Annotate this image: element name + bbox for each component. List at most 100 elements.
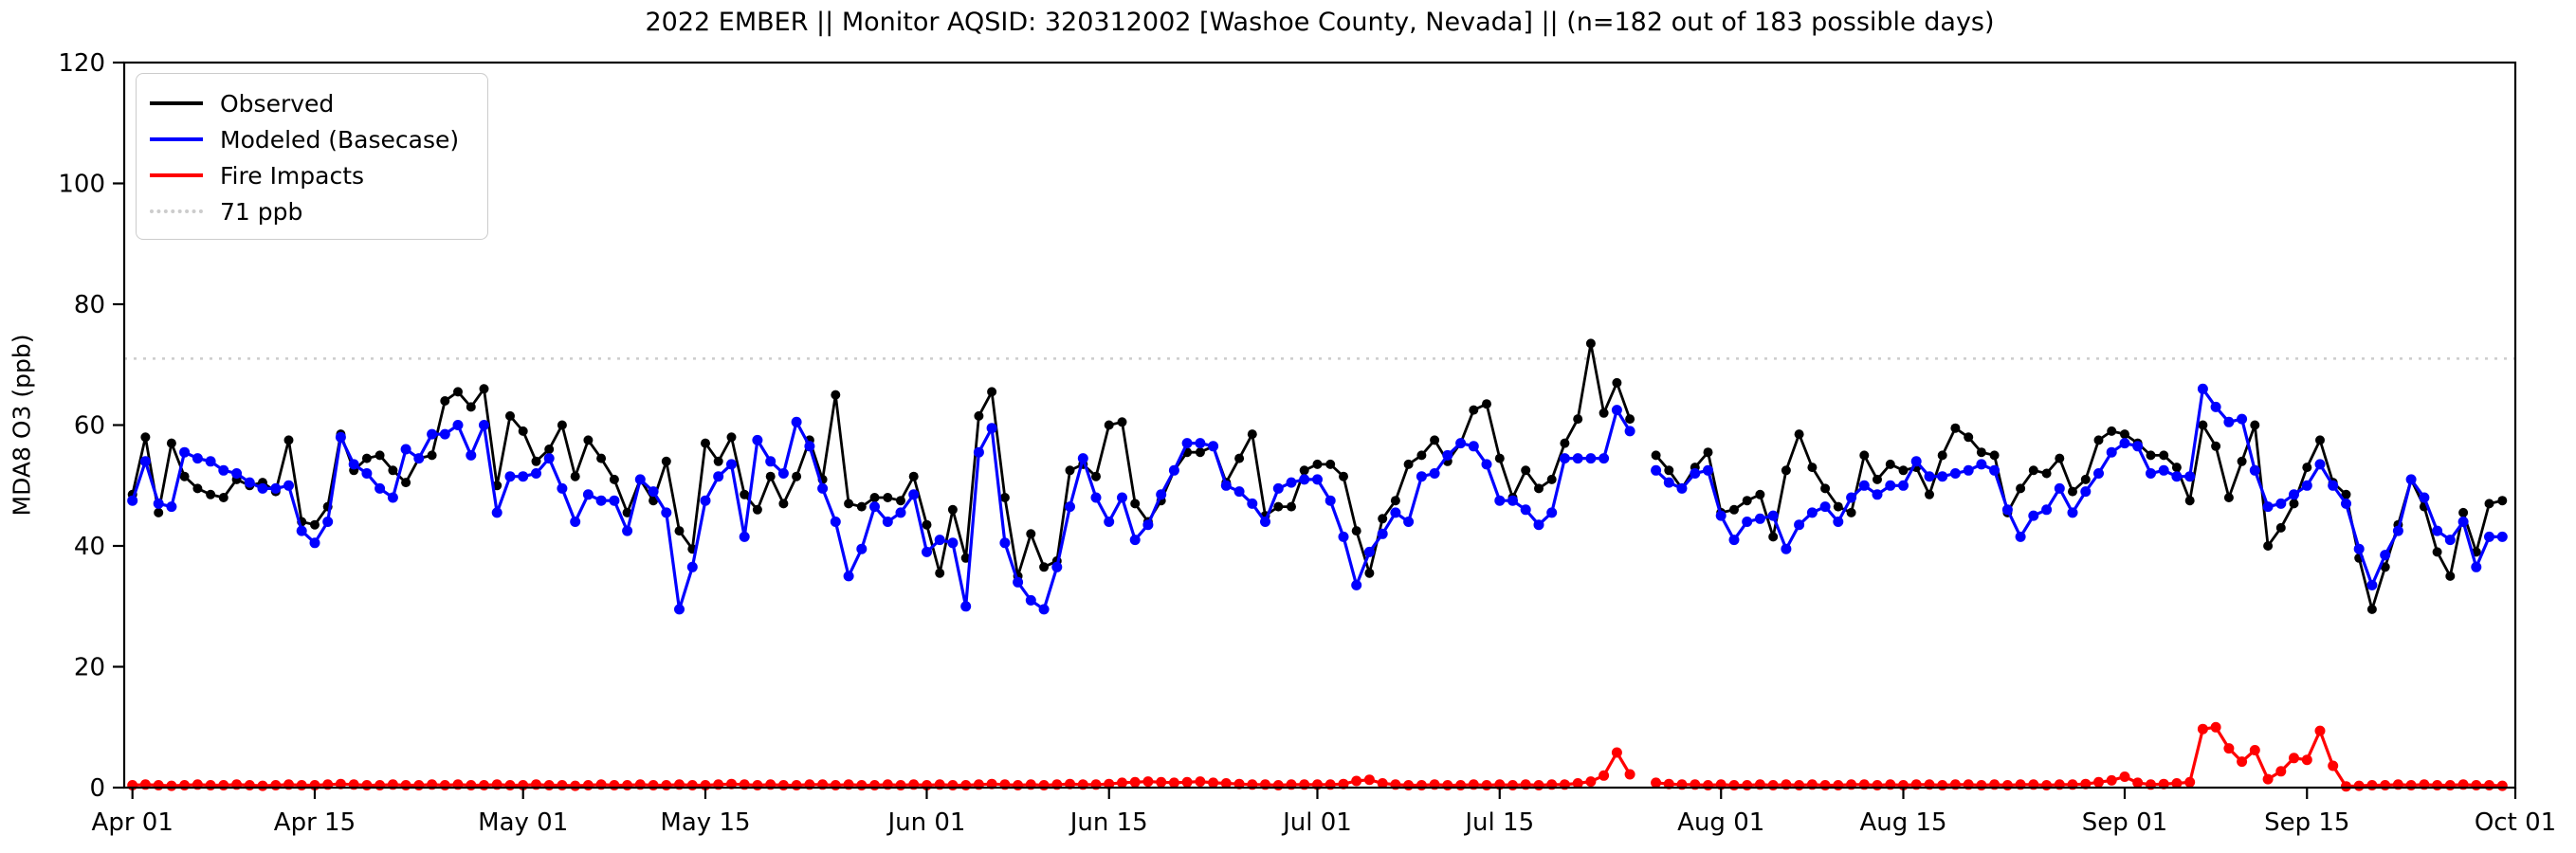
data-point xyxy=(582,780,594,790)
data-point xyxy=(1819,501,1831,513)
data-point xyxy=(244,477,255,488)
data-point xyxy=(2275,498,2287,509)
data-point xyxy=(154,507,164,517)
data-point xyxy=(2146,450,2156,461)
data-point xyxy=(1651,450,1661,461)
data-point xyxy=(1651,777,1662,789)
data-point xyxy=(947,780,959,790)
data-point xyxy=(375,482,386,494)
y-tick-label: 100 xyxy=(58,171,105,199)
data-point xyxy=(843,571,854,582)
data-point xyxy=(2301,480,2312,491)
data-point xyxy=(856,543,868,554)
data-point xyxy=(1833,780,1844,790)
data-point xyxy=(1363,774,1375,786)
data-point xyxy=(596,453,607,463)
data-point xyxy=(466,402,476,412)
data-point xyxy=(296,780,307,790)
data-point xyxy=(2237,413,2248,425)
data-point xyxy=(908,471,919,481)
chart-title: 2022 EMBER || Monitor AQSID: 320312002 [… xyxy=(645,8,1995,37)
data-point xyxy=(987,387,997,397)
data-point xyxy=(2120,429,2129,440)
data-point xyxy=(1142,776,1154,788)
data-point xyxy=(2380,562,2390,572)
data-point xyxy=(896,496,905,506)
x-tick-label: Aug 15 xyxy=(1859,808,1946,837)
data-point xyxy=(348,459,359,470)
data-point xyxy=(1546,474,1557,484)
data-point xyxy=(1533,780,1544,790)
data-point xyxy=(1624,426,1635,437)
data-point xyxy=(1728,535,1740,546)
data-point xyxy=(1195,447,1205,458)
data-point xyxy=(570,471,580,481)
data-point xyxy=(531,468,541,479)
data-point xyxy=(2484,499,2494,509)
data-point xyxy=(648,486,659,498)
data-point xyxy=(1156,776,1167,788)
data-point xyxy=(1039,562,1050,572)
data-point xyxy=(244,780,255,790)
data-point xyxy=(1572,778,1583,789)
data-point xyxy=(179,446,191,458)
data-point xyxy=(1533,519,1544,531)
data-point xyxy=(2171,471,2183,482)
modeled-line-swatch xyxy=(150,137,203,141)
data-point xyxy=(1520,504,1531,516)
data-point xyxy=(1949,468,1961,479)
data-point xyxy=(518,426,528,436)
data-point xyxy=(1794,519,1805,531)
data-point xyxy=(1234,453,1245,463)
data-point xyxy=(570,780,581,791)
data-point xyxy=(1833,501,1843,512)
data-point xyxy=(2107,426,2117,436)
data-point xyxy=(1299,465,1309,476)
data-point xyxy=(1781,465,1791,476)
data-point xyxy=(1430,435,1440,445)
data-point xyxy=(1481,459,1492,470)
data-point xyxy=(518,471,529,482)
data-point xyxy=(1208,777,1219,789)
data-point xyxy=(531,456,541,466)
data-point xyxy=(2353,543,2365,554)
data-point xyxy=(2341,498,2351,509)
data-point xyxy=(1820,483,1831,494)
data-point xyxy=(2497,496,2508,506)
data-point xyxy=(2223,493,2234,502)
data-point xyxy=(1065,501,1075,513)
data-point xyxy=(439,428,450,440)
data-point xyxy=(2366,780,2378,790)
data-point xyxy=(1416,471,1427,482)
data-point xyxy=(2249,464,2260,476)
data-point xyxy=(1482,399,1491,409)
data-point xyxy=(504,471,516,482)
y-tick-label: 40 xyxy=(74,533,105,561)
data-point xyxy=(609,780,620,790)
data-point xyxy=(869,493,880,502)
data-point xyxy=(1442,780,1453,790)
data-point xyxy=(296,525,307,536)
data-point xyxy=(582,489,594,500)
data-point xyxy=(1534,483,1544,494)
data-point xyxy=(2093,468,2104,479)
data-point xyxy=(1416,450,1427,461)
data-point xyxy=(856,501,867,512)
data-point xyxy=(595,495,607,506)
data-point xyxy=(1937,471,1948,482)
data-point xyxy=(1872,780,1883,790)
data-point xyxy=(922,519,932,530)
data-point xyxy=(804,441,815,452)
data-point xyxy=(2289,489,2299,500)
data-point xyxy=(1442,449,1453,461)
data-point xyxy=(1611,747,1622,758)
data-point xyxy=(2392,525,2403,536)
data-point xyxy=(192,453,203,464)
data-point xyxy=(947,537,959,549)
data-point xyxy=(830,780,841,790)
data-point xyxy=(2496,780,2508,791)
data-point xyxy=(908,489,920,500)
data-point xyxy=(999,493,1010,502)
data-point xyxy=(388,465,398,476)
